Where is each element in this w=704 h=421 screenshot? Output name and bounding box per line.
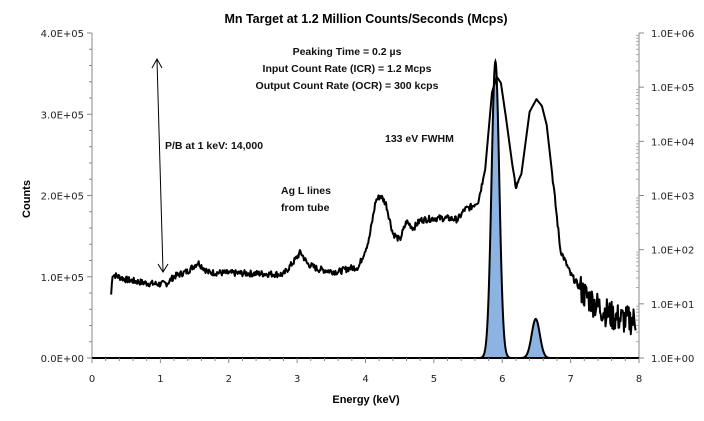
y-axis-label: Counts (21, 180, 33, 218)
x-tick-label: 5 (431, 374, 437, 385)
x-tick-label: 0 (89, 374, 95, 385)
x-tick-label: 1 (157, 374, 163, 385)
y-left-tick-label: 1.0E+05 (41, 273, 84, 284)
pb-double-arrow (151, 57, 169, 273)
chart-title: Mn Target at 1.2 Million Counts/Seconds … (224, 12, 507, 26)
y-right-tick-label: 1.0E+06 (651, 29, 694, 40)
annotation-ocr: Output Count Rate (OCR) = 300 kcps (256, 80, 439, 92)
annotation-peaking-time: Peaking Time = 0.2 µs (293, 46, 402, 58)
x-tick-label: 4 (362, 374, 368, 385)
y-right-tick-label: 1.0E+04 (651, 137, 694, 148)
x-tick-label: 2 (226, 374, 232, 385)
x-tick-label: 7 (567, 374, 573, 385)
y-right-tick-label: 1.0E+05 (651, 83, 694, 94)
y-left-tick-label: 4.0E+05 (41, 29, 84, 40)
x-tick-label: 6 (499, 374, 505, 385)
y-left-tick-label: 2.0E+05 (41, 192, 84, 203)
x-tick-label: 8 (636, 374, 642, 385)
y-left-tick-label: 0.0E+00 (41, 354, 84, 365)
y-right-tick-label: 1.0E+03 (651, 192, 694, 203)
y-right-tick-label: 1.0E+01 (651, 300, 694, 311)
y-left-tick-label: 3.0E+05 (41, 110, 84, 121)
annotation-fwhm: 133 eV FWHM (385, 133, 454, 145)
annotation-ag-line2: from tube (281, 202, 330, 214)
x-tick-label: 3 (294, 374, 300, 385)
series-log-line (110, 75, 637, 336)
annotation-ag-line1: Ag L lines (281, 185, 331, 197)
annotation-pb: P/B at 1 keV: 14,000 (165, 140, 263, 152)
y-right-tick-label: 1.0E+00 (651, 354, 694, 365)
x-axis-label: Energy (keV) (332, 394, 400, 406)
y-right-tick-label: 1.0E+02 (651, 246, 694, 257)
annotation-icr: Input Count Rate (ICR) = 1.2 Mcps (263, 63, 432, 75)
